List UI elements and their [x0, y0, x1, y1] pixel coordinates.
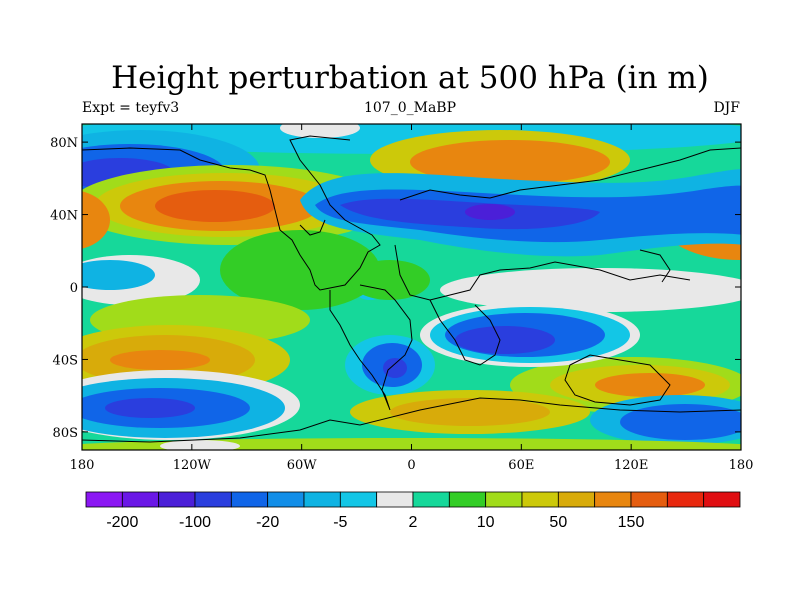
colorbar-label: 50 — [549, 514, 567, 531]
colorbar-swatch — [158, 491, 196, 508]
season-label: DJF — [713, 100, 740, 116]
colorbar-swatch — [85, 491, 123, 508]
field-patch — [383, 358, 407, 378]
field-patch — [410, 140, 610, 184]
y-tick-label: 80S — [53, 426, 78, 441]
experiment-label: Expt = teyfv3 — [82, 100, 180, 116]
field-patch — [155, 190, 275, 222]
colorbar-swatch — [703, 491, 741, 508]
field-patch — [595, 373, 705, 397]
field-patch — [160, 440, 240, 450]
x-tick-label: 120E — [614, 458, 648, 473]
colorbar-label: -100 — [179, 514, 211, 531]
x-tick-label: 180 — [70, 458, 95, 473]
colorbar-swatch — [267, 491, 305, 508]
field-patch — [82, 191, 110, 249]
y-axis: 80N 40N 0 40S 80S — [50, 136, 741, 441]
field-patch — [440, 268, 741, 312]
x-tick-label: 180 — [729, 458, 754, 473]
colorbar-label: -5 — [333, 514, 347, 531]
coastline-path — [429, 299, 501, 366]
field-patch — [620, 404, 741, 440]
field-patch — [82, 260, 155, 290]
colorbar-label: 150 — [618, 514, 645, 531]
coastline-path — [329, 284, 413, 411]
y-tick-label: 40S — [53, 353, 78, 368]
colorbar-label: -20 — [256, 514, 279, 531]
colorbar-swatch — [303, 491, 341, 508]
field-patch — [390, 398, 550, 426]
field-patch — [455, 326, 555, 354]
colorbar-label: 10 — [477, 514, 495, 531]
coastline-path — [639, 249, 671, 283]
y-tick-label: 0 — [70, 281, 78, 296]
chart-title: Height perturbation at 500 hPa (in m) — [111, 60, 709, 96]
period-label: 107_0_MaBP — [363, 100, 457, 116]
colorbar-swatch — [230, 491, 269, 508]
x-tick-label: 60E — [508, 458, 534, 473]
field-patch — [220, 230, 380, 310]
field-patch — [350, 260, 430, 300]
coastline-path — [399, 147, 741, 201]
y-tick-label: 80N — [50, 136, 78, 151]
coastline-path — [82, 135, 381, 291]
x-tick-label: 120W — [173, 458, 212, 473]
colorbar-swatch — [339, 491, 378, 508]
x-tick-label: 0 — [407, 458, 415, 473]
field-patch — [465, 204, 515, 220]
colorbar-label: 2 — [409, 514, 418, 531]
colorbar-swatch — [412, 491, 450, 508]
colorbar-swatch — [448, 491, 487, 508]
coastline-path — [299, 219, 326, 236]
field-patch — [105, 398, 195, 418]
colorbar-swatch — [376, 491, 414, 508]
coastline-path — [564, 354, 671, 406]
colorbar-swatch — [557, 491, 596, 508]
field-patch — [110, 350, 210, 370]
colorbar-label: -200 — [106, 514, 138, 531]
contour-field — [82, 124, 741, 450]
colorbar-swatch — [121, 491, 160, 508]
colorbar-swatch — [666, 491, 705, 508]
colorbar: -200 -100 -20 -5 2 10 50 150 — [85, 491, 741, 531]
y-tick-label: 40N — [50, 209, 78, 224]
field-patch — [280, 124, 360, 138]
colorbar-swatch — [630, 491, 668, 508]
x-axis: 180 120W 60W 0 60E 120E 180 — [70, 124, 754, 473]
coastline-path — [394, 244, 691, 301]
x-tick-label: 60W — [287, 458, 318, 473]
colorbar-swatch — [594, 491, 632, 508]
colorbar-swatch — [194, 491, 232, 508]
colorbar-swatch — [521, 491, 559, 508]
coastlines — [82, 135, 741, 443]
colorbar-swatch — [485, 491, 523, 508]
coastline-path — [82, 397, 741, 443]
